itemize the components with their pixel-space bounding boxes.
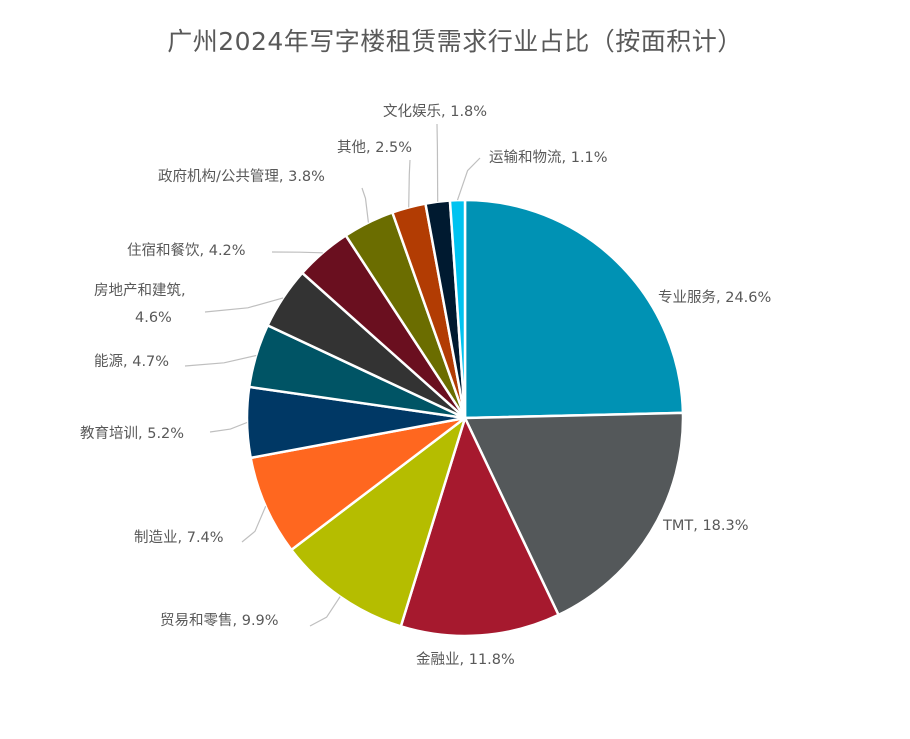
leader-line xyxy=(408,159,411,208)
pie-slice xyxy=(290,416,467,628)
data-label: 住宿和餐饮, 4.2% xyxy=(127,242,246,259)
leader-line xyxy=(271,251,323,254)
leader-line xyxy=(456,157,481,201)
data-label: TMT, 18.3% xyxy=(662,518,749,534)
data-label: 金融业, 11.8% xyxy=(416,651,515,668)
data-label: 房地产和建筑, xyxy=(94,282,186,299)
data-label: 能源, 4.7% xyxy=(94,353,169,370)
data-label: 贸易和零售, 9.9% xyxy=(160,612,279,629)
pie-slice xyxy=(448,198,467,420)
data-label: 其他, 2.5% xyxy=(337,139,412,156)
data-label: 运输和物流, 1.1% xyxy=(489,149,608,166)
data-label: 专业服务, 24.6% xyxy=(658,289,771,306)
pie-slice xyxy=(249,416,467,552)
pie-slice xyxy=(463,411,685,617)
leader-line xyxy=(184,354,257,367)
leader-line xyxy=(436,123,439,202)
data-label: 教育培训, 5.2% xyxy=(80,425,184,442)
data-label: 政府机构/公共管理, 3.8% xyxy=(158,168,325,185)
pie-slice xyxy=(463,198,685,420)
leader-line xyxy=(209,421,248,433)
data-label: 文化娱乐, 1.8% xyxy=(383,103,487,120)
data-label: 4.6% xyxy=(135,310,172,326)
chart-title: 广州2024年写字楼租赁需求行业占比（按面积计） xyxy=(167,27,743,56)
leader-line xyxy=(309,596,341,627)
leader-line xyxy=(204,297,284,313)
leader-line xyxy=(241,505,267,543)
leader-line xyxy=(361,187,369,223)
data-label: 制造业, 7.4% xyxy=(134,529,224,546)
pie-slice xyxy=(399,416,560,638)
